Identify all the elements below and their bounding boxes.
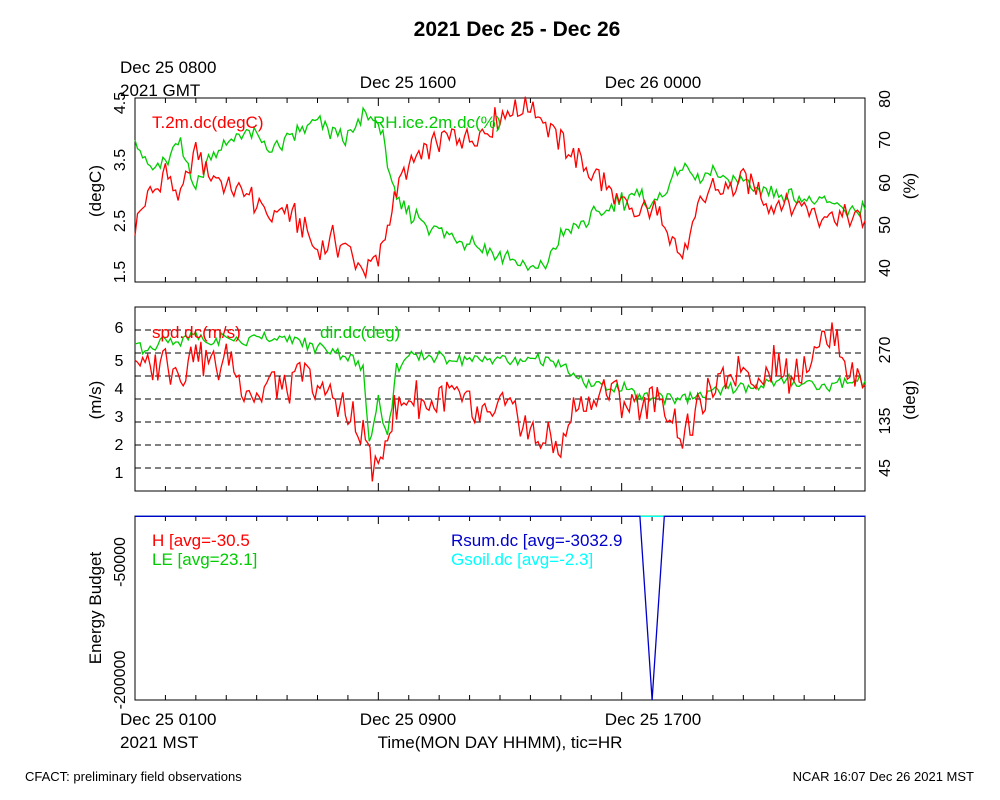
p1-right-tick: 40: [877, 259, 894, 277]
panel-2-right-axis-label: (deg): [900, 380, 919, 420]
panel-2-dashed-lines: [135, 329, 865, 469]
series-line-dir-dc-deg-: [134, 330, 866, 442]
top-time-label-1: Dec 25 0800: [120, 58, 216, 77]
bottom-time-label-2: Dec 25 0900: [360, 710, 456, 729]
panel-2-left-tick-labels: 1 2 3 4 5 6: [115, 320, 124, 482]
top-time-label-1-year: 2021 GMT: [120, 81, 200, 100]
top-time-label-2: Dec 25 1600: [360, 73, 456, 92]
p2-right-tick: 135: [877, 408, 894, 435]
panel-1-right-tick-labels: 40 50 60 70 80: [877, 90, 894, 277]
series-line-t-2m-dc-degc-: [134, 96, 866, 280]
panel-1-left-axis-label: (degC): [86, 165, 105, 217]
legend-temperature: T.2m.dc(degC): [152, 113, 263, 132]
p2-left-tick: 5: [115, 353, 124, 370]
panel-2-series: [134, 322, 866, 482]
p1-right-tick: 80: [877, 90, 894, 108]
p1-left-tick: 3.5: [112, 149, 129, 171]
p2-left-tick: 3: [115, 409, 124, 426]
annotation-rsum: Rsum.dc [avg=-3032.9: [451, 531, 623, 550]
p2-right-tick: 45: [877, 459, 894, 477]
annotation-gsoil: Gsoil.dc [avg=-2.3]: [451, 550, 593, 569]
legend-humidity: RH.ice.2m.dc(%): [373, 113, 501, 132]
p2-right-tick: 270: [877, 337, 894, 364]
p2-left-tick: 6: [115, 320, 124, 337]
p2-left-tick: 1: [115, 465, 124, 482]
bottom-time-label-3: Dec 25 1700: [605, 710, 701, 729]
panel-3-left-axis-label: Energy Budget: [86, 551, 105, 664]
p1-left-tick: 1.5: [112, 261, 129, 283]
p2-left-tick: 4: [115, 381, 124, 398]
panel-2-right-tick-labels: 45 135 270: [877, 337, 894, 477]
series-line-rh-ice-2m-dc-: [134, 106, 866, 272]
panel-2-left-axis-label: (m/s): [86, 381, 105, 420]
x-axis-label: Time(MON DAY HHMM), tic=HR: [378, 733, 623, 752]
chart-title: 2021 Dec 25 - Dec 26: [414, 18, 621, 41]
panel-1-right-axis-label: (%): [900, 173, 919, 199]
p3-left-tick: -200000: [112, 651, 129, 710]
panel-2-ticks: [134, 307, 866, 491]
legend-wind-direction: dir.dc(deg): [320, 323, 400, 342]
panel-1-series: [134, 96, 866, 280]
panel-3-left-tick-labels: -50000 -200000: [112, 537, 129, 709]
footer-left: CFACT: preliminary field observations: [25, 769, 242, 784]
panel-3-series: [135, 515, 865, 701]
p1-right-tick: 50: [877, 216, 894, 234]
p1-right-tick: 60: [877, 174, 894, 192]
bottom-time-label-1: Dec 25 0100: [120, 710, 216, 729]
panel-1-ticks: [134, 98, 866, 282]
legend-wind-speed: spd.dc(m/s): [152, 323, 241, 342]
top-time-labels: Dec 25 0800 2021 GMT Dec 25 1600 Dec 26 …: [120, 58, 701, 100]
p1-left-tick: 4.5: [112, 92, 129, 114]
footer-right: NCAR 16:07 Dec 26 2021 MST: [793, 769, 974, 784]
panel-1-left-tick-labels: 1.5 2.5 3.5 4.5: [112, 92, 129, 283]
top-time-label-3: Dec 26 0000: [605, 73, 701, 92]
bottom-time-labels: Dec 25 0100 2021 MST Dec 25 0900 Dec 25 …: [120, 710, 701, 752]
p3-left-tick: -50000: [112, 537, 129, 587]
annotation-h: H [avg=-30.5: [152, 531, 250, 550]
p2-left-tick: 2: [115, 437, 124, 454]
annotation-le: LE [avg=23.1]: [152, 550, 257, 569]
p1-left-tick: 2.5: [112, 210, 129, 232]
series-line-spd-dc-m-s-: [134, 322, 866, 482]
p1-right-tick: 70: [877, 131, 894, 149]
series-line-rsum-dc: [135, 515, 865, 701]
bottom-time-label-1-year: 2021 MST: [120, 733, 198, 752]
